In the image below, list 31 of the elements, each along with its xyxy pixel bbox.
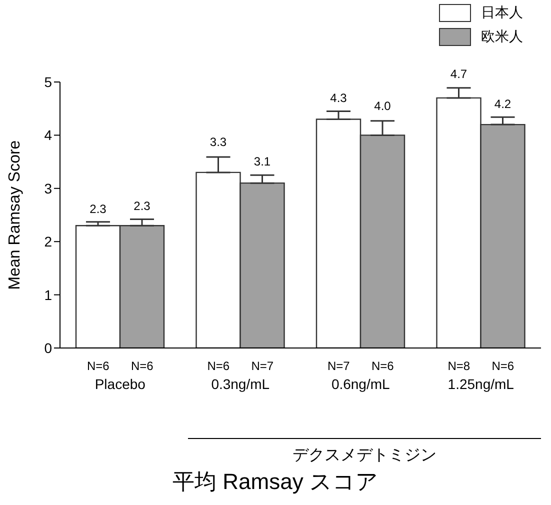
text: デクスメデトミジン: [188, 438, 541, 466]
y-tick-label: 2: [44, 234, 52, 250]
text: N=7: [251, 359, 274, 373]
data-label: 3.3: [210, 135, 227, 150]
text: N=6: [492, 359, 514, 373]
y-tick-label: 0: [44, 340, 52, 356]
x-tick-label: 1.25ng/mL: [448, 376, 514, 392]
data-label: 4.7: [450, 67, 468, 82]
text: N=6: [371, 359, 394, 373]
y-tick-label: 3: [44, 180, 52, 196]
x-tick-label: Placebo: [94, 376, 146, 392]
data-label: 2.3: [90, 202, 107, 216]
text: N=6: [130, 359, 154, 373]
y-axis-title: Mean Ramsay Score: [6, 140, 24, 290]
data-label: 2.3: [134, 199, 151, 214]
y-tick-label: 4: [44, 127, 52, 144]
text: N=7: [327, 359, 350, 373]
legend-label: 欧米人: [481, 28, 523, 46]
text: N=6: [86, 359, 110, 373]
data-label: 4.3: [330, 90, 348, 105]
text: N=6: [207, 359, 230, 373]
legend-label: 日本人: [481, 4, 523, 22]
text: N=8: [448, 359, 470, 373]
y-tick-label: 5: [44, 74, 52, 90]
data-label: 4.2: [494, 96, 512, 111]
x-tick-label: 0.3ng/mL: [211, 376, 270, 392]
y-tick-label: 1: [44, 286, 52, 303]
x-tick-label: 0.6ng/mL: [331, 376, 390, 392]
data-label: 4.0: [374, 99, 392, 114]
data-label: 3.1: [254, 154, 271, 169]
text: 平均 Ramsay スコア: [172, 468, 380, 496]
